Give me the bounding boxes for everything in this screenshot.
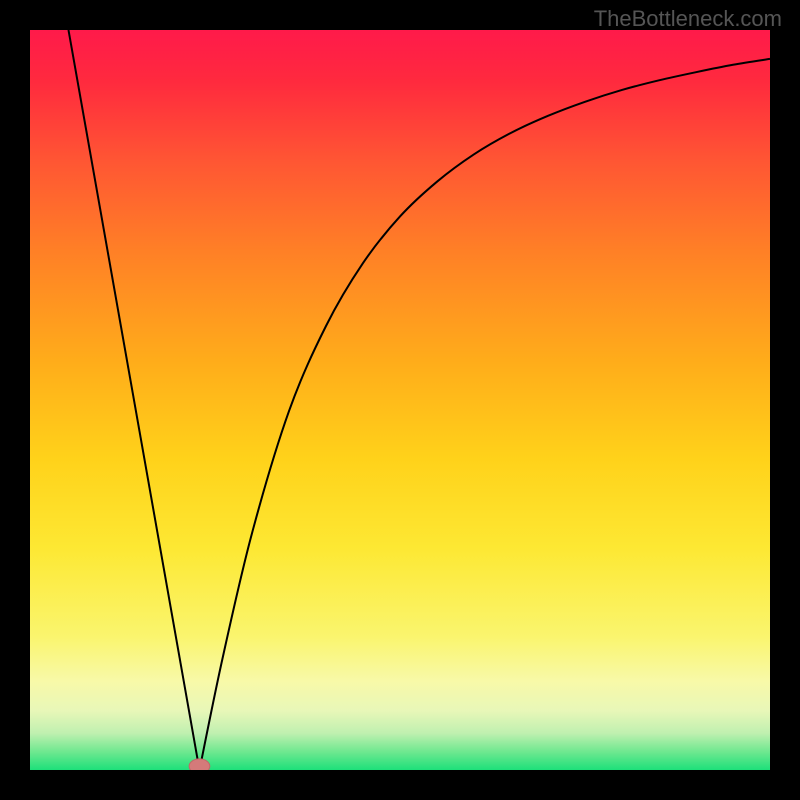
chart-container: TheBottleneck.com: [0, 0, 800, 800]
gradient-background: [30, 30, 770, 770]
minimum-marker: [189, 759, 210, 770]
plot-area: [30, 30, 770, 770]
watermark-text: TheBottleneck.com: [594, 6, 782, 32]
plot-svg: [30, 30, 770, 770]
